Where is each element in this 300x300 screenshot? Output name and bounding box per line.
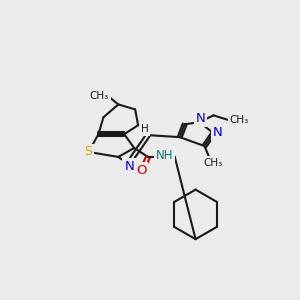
Text: NH: NH [156, 149, 174, 162]
Text: S: S [85, 146, 93, 158]
Text: N: N [124, 160, 134, 173]
Text: O: O [136, 164, 146, 177]
Text: CH₃: CH₃ [230, 115, 249, 125]
Text: H: H [141, 124, 149, 134]
Text: CH₃: CH₃ [90, 91, 109, 100]
Text: CH₃: CH₃ [204, 158, 223, 168]
Text: N: N [196, 112, 206, 125]
Text: N: N [212, 126, 222, 139]
